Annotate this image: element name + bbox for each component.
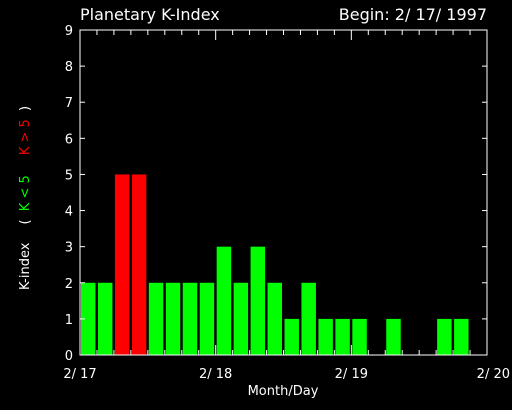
- bar-7: [199, 282, 215, 355]
- chart-title: Planetary K-Index: [80, 5, 220, 24]
- x-tick-label-1: 2/ 18: [199, 367, 232, 382]
- bar-18: [386, 318, 401, 355]
- begin-date-label: Begin: 2/ 17/ 1997: [339, 5, 487, 24]
- bar-21: [437, 318, 452, 355]
- bar-15: [335, 318, 350, 355]
- y-axis-label-open-paren: (: [18, 219, 33, 224]
- y-tick-label-6: 6: [65, 132, 73, 147]
- y-tick-label-3: 3: [65, 241, 73, 256]
- bar-11: [267, 282, 282, 355]
- x-tick-label-3: 2/ 20: [477, 367, 510, 382]
- y-tick-label-9: 9: [65, 24, 73, 39]
- bar-13: [301, 282, 316, 355]
- plot-frame: [79, 29, 488, 356]
- bar-10: [250, 246, 266, 355]
- x-tick-label-0: 2/ 17: [63, 367, 96, 382]
- y-axis-label-main: K-index: [18, 242, 33, 290]
- y-tick-label-4: 4: [65, 205, 73, 220]
- y-axis-label-close-paren: ): [18, 106, 33, 111]
- x-tick-label-2: 2/ 19: [335, 367, 368, 382]
- bar-6: [182, 282, 198, 355]
- y-tick-label-7: 7: [65, 96, 73, 111]
- bar-16: [352, 318, 367, 355]
- x-axis-label: Month/Day: [248, 384, 319, 399]
- bar-8: [216, 246, 232, 355]
- y-tick-label-0: 0: [65, 349, 73, 364]
- bar-22: [454, 318, 469, 355]
- bar-2: [114, 174, 130, 355]
- bars-group: [81, 174, 469, 355]
- y-tick-label-2: 2: [65, 277, 73, 292]
- bar-1: [97, 282, 113, 355]
- y-tick-label-1: 1: [65, 313, 73, 328]
- y-axis-label: K-index ( K < 5 K > 5 ): [18, 106, 33, 290]
- bar-3: [131, 174, 147, 355]
- y-axis-label-green-part: K < 5: [18, 175, 33, 211]
- y-axis-label-red-part: K > 5: [18, 119, 33, 155]
- bar-0: [81, 282, 96, 355]
- bar-9: [233, 282, 249, 355]
- y-tick-label-5: 5: [65, 168, 73, 183]
- bar-5: [165, 282, 181, 355]
- svg-text:K-index ( K < 5: K-index ( K < 5 K > 5 ): [18, 106, 33, 290]
- y-tick-label-8: 8: [65, 60, 73, 75]
- bar-14: [318, 318, 333, 355]
- bar-12: [284, 318, 299, 355]
- bar-4: [148, 282, 164, 355]
